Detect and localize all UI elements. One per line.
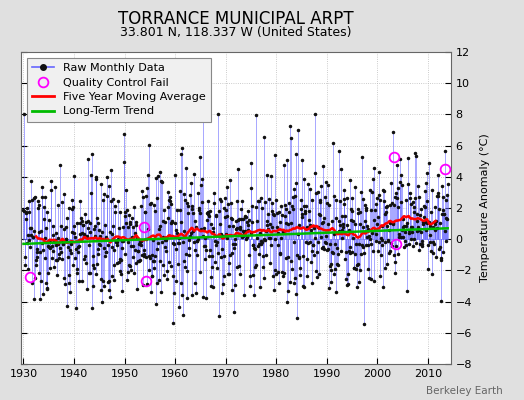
- Legend: Raw Monthly Data, Quality Control Fail, Five Year Moving Average, Long-Term Tren: Raw Monthly Data, Quality Control Fail, …: [27, 58, 212, 122]
- Text: Berkeley Earth: Berkeley Earth: [427, 386, 503, 396]
- Text: 33.801 N, 118.337 W (United States): 33.801 N, 118.337 W (United States): [120, 26, 352, 39]
- Y-axis label: Temperature Anomaly (°C): Temperature Anomaly (°C): [481, 134, 490, 282]
- Text: TORRANCE MUNICIPAL ARPT: TORRANCE MUNICIPAL ARPT: [118, 10, 354, 28]
